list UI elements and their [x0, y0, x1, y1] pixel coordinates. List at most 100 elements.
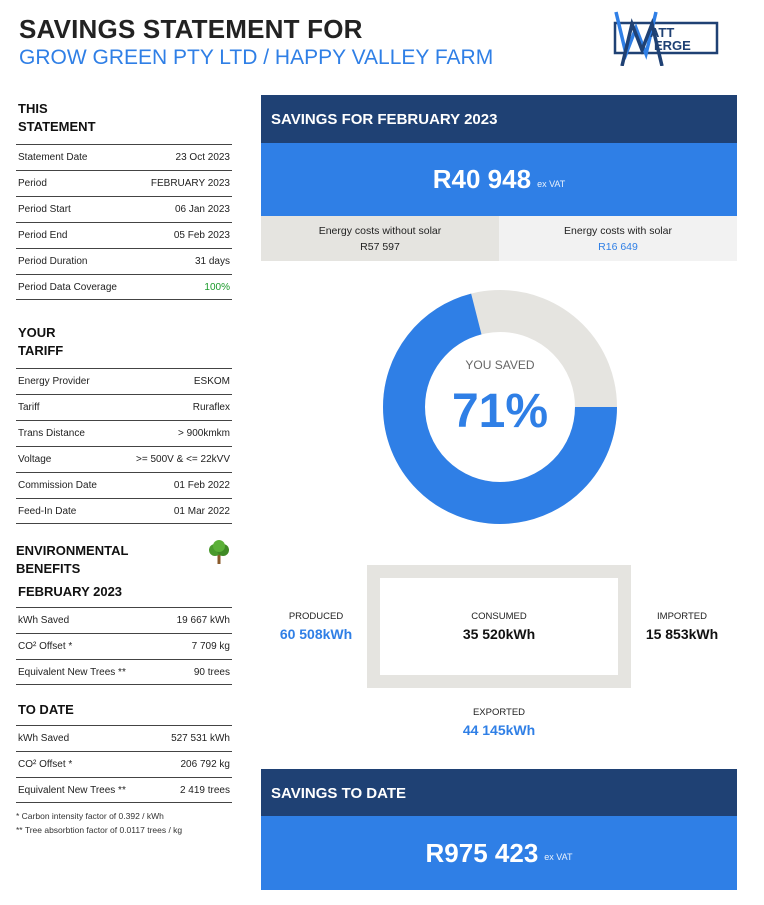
cost-with-solar: Energy costs with solar R16 649	[499, 216, 737, 261]
env-to-date-heading: TO DATE	[18, 702, 74, 717]
footnote-carbon: * Carbon intensity factor of 0.392 / kWh	[16, 811, 164, 821]
row-label: Commission Date	[18, 480, 97, 491]
row-value: 01 Mar 2022	[173, 505, 230, 517]
produced-label: PRODUCED	[288, 611, 344, 622]
row-label: Period Start	[18, 204, 71, 215]
wattmerge-logo: ATT ERGE	[613, 11, 719, 66]
cost-with-solar-label: Energy costs with solar	[564, 224, 672, 237]
savings-to-date-amount-panel: R975 423 ex VAT	[261, 816, 737, 890]
savings-donut-chart	[383, 290, 617, 524]
env-to-date-table: kWh Saved 527 531 kWh CO² Offset * 206 792…	[16, 725, 232, 803]
table-row: CO² Offset * 7 709 kg	[16, 633, 232, 659]
table-row: Energy Provider ESKOM	[16, 368, 232, 394]
this-statement-heading-1: THIS	[18, 101, 48, 116]
row-label: CO² Offset *	[18, 641, 73, 652]
row-value: > 900kmkm	[178, 428, 230, 439]
row-label: Equivalent New Trees **	[18, 666, 126, 678]
row-label: Voltage	[18, 454, 52, 465]
logo-text-top: ATT	[650, 25, 674, 40]
left-column: THIS STATEMENT Statement Date 23 Oct 2023…	[16, 100, 232, 837]
row-value: 2 419 trees	[179, 784, 230, 796]
tree-icon	[209, 540, 229, 564]
savings-month-amount: R40 948	[432, 164, 532, 194]
row-label: Energy Provider	[18, 376, 90, 387]
savings-month-heading: SAVINGS FOR FEBRUARY 2023	[261, 95, 737, 143]
your-tariff-heading-1: YOUR	[18, 325, 56, 340]
environmental-heading-1: ENVIRONMENTAL	[16, 543, 129, 558]
row-label: Period Duration	[18, 256, 88, 267]
tariff-table: Energy Provider ESKOM Tariff Ruraflex Tran…	[16, 368, 232, 524]
consumed-box	[367, 565, 631, 688]
savings-to-date-amount: R975 423	[425, 837, 539, 868]
env-month-table: kWh Saved 19 667 kWh CO² Offset * 7 709 kg…	[16, 607, 232, 685]
row-label: Period End	[18, 230, 68, 241]
env-month-heading: FEBRUARY 2023	[18, 584, 123, 599]
exported-stat: EXPORTED 44 145kWh	[434, 707, 564, 738]
table-row: kWh Saved 527 531 kWh	[16, 725, 232, 751]
consumed-stat: CONSUMED 35 520kWh	[434, 611, 564, 642]
row-label: Trans Distance	[18, 428, 85, 439]
row-label: Statement Date	[18, 152, 88, 163]
this-statement-section: THIS STATEMENT	[16, 100, 232, 136]
row-value: 06 Jan 2023	[174, 204, 230, 215]
logo-text-bottom: ERGE	[654, 38, 691, 53]
environmental-section: ENVIRONMENTAL BENEFITS	[16, 540, 232, 578]
row-label: kWh Saved	[18, 615, 70, 626]
table-row: Period FEBRUARY 2023	[16, 170, 232, 196]
cost-comparison: Energy costs without solar R57 597 Energ…	[261, 216, 737, 261]
page-subtitle: GROW GREEN PTY LTD / HAPPY VALLEY FARM	[19, 46, 494, 69]
consumed-label: CONSUMED	[471, 611, 527, 622]
this-statement-heading-2: STATEMENT	[18, 119, 96, 134]
cost-with-solar-value: R16 649	[598, 240, 638, 253]
table-row: Equivalent New Trees ** 2 419 trees	[16, 777, 232, 803]
row-label: Feed-In Date	[18, 505, 77, 517]
produced-value: 60 508kWh	[279, 626, 353, 642]
table-row: Feed-In Date 01 Mar 2022	[16, 498, 232, 524]
table-row: Equivalent New Trees ** 90 trees	[16, 659, 232, 685]
row-value: 527 531 kWh	[171, 733, 230, 744]
donut-saved-arc	[383, 290, 617, 524]
row-label: kWh Saved	[18, 733, 70, 744]
imported-label: IMPORTED	[657, 611, 707, 622]
cost-without-solar-value: R57 597	[360, 240, 400, 253]
row-label: CO² Offset *	[18, 759, 73, 770]
row-value: 206 792 kg	[180, 759, 231, 770]
page-title: SAVINGS STATEMENT FOR	[19, 14, 363, 44]
footnotes: * Carbon intensity factor of 0.392 / kWh…	[16, 809, 232, 837]
savings-to-date-suffix: ex VAT	[544, 852, 573, 862]
row-label: Equivalent New Trees **	[18, 784, 126, 796]
exported-label: EXPORTED	[472, 707, 526, 718]
table-row: Tariff Ruraflex	[16, 394, 232, 420]
row-value: ESKOM	[193, 376, 230, 387]
table-row: Trans Distance > 900kmkm	[16, 420, 232, 446]
table-row: kWh Saved 19 667 kWh	[16, 607, 232, 633]
donut-percent: 71%	[451, 385, 549, 438]
table-row: Statement Date 23 Oct 2023	[16, 144, 232, 170]
table-row: CO² Offset * 206 792 kg	[16, 751, 232, 777]
row-value: 31 days	[194, 256, 230, 267]
footnote-trees: ** Tree absorbtion factor of 0.0117 tree…	[16, 825, 183, 835]
cost-without-solar-label: Energy costs without solar	[318, 224, 442, 237]
table-row: Period Duration 31 days	[16, 248, 232, 274]
savings-month-amount-panel: R40 948 ex VAT	[261, 143, 737, 216]
table-row: Commission Date 01 Feb 2022	[16, 472, 232, 498]
row-value: 90 trees	[193, 666, 230, 678]
imported-value: 15 853kWh	[645, 626, 719, 642]
row-label: Period	[18, 178, 47, 189]
donut-label: YOU SAVED	[465, 358, 535, 372]
row-value: 05 Feb 2023	[173, 230, 230, 241]
this-statement-table: Statement Date 23 Oct 2023 Period FEBRUARY…	[16, 144, 232, 300]
imported-stat: IMPORTED 15 853kWh	[617, 611, 747, 642]
savings-to-date-heading: SAVINGS TO DATE	[261, 769, 737, 817]
your-tariff-section: YOUR TARIFF	[16, 324, 232, 360]
savings-month-suffix: ex VAT	[537, 178, 566, 189]
table-row: Period End 05 Feb 2023	[16, 222, 232, 248]
row-value: Ruraflex	[192, 402, 230, 413]
row-label: Period Data Coverage	[18, 281, 117, 293]
row-label: Tariff	[18, 402, 40, 413]
exported-value: 44 145kWh	[462, 722, 536, 738]
consumed-value: 35 520kWh	[462, 626, 536, 642]
row-value: 01 Feb 2022	[173, 480, 230, 491]
row-value: 7 709 kg	[191, 641, 230, 652]
row-value: 100%	[204, 281, 230, 293]
